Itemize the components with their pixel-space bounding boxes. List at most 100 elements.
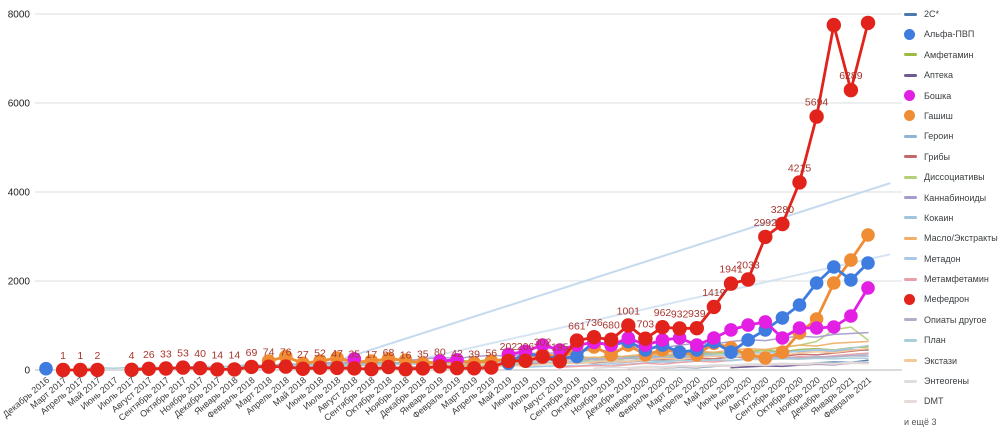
point-Гашиш-48[interactable] [861, 228, 875, 242]
point-Мефедрон-12[interactable] [244, 359, 259, 375]
point-Бошка-30[interactable] [553, 343, 567, 357]
point-Мефедрон-43[interactable] [775, 216, 790, 232]
point-Мефедрон-25[interactable] [466, 361, 482, 376]
point-Мефедрон-38[interactable] [689, 321, 704, 336]
point-Мефедрон-26[interactable] [484, 360, 499, 375]
point-Мефедрон-21[interactable] [398, 362, 413, 377]
point-Гашиш-46[interactable] [827, 276, 841, 290]
point-Мефедрон-29[interactable] [535, 349, 550, 364]
point-Бошка-47[interactable] [844, 309, 858, 323]
point-Мефедрон-37[interactable] [672, 321, 687, 336]
point-Мефедрон-44[interactable] [792, 175, 807, 190]
legend-item-Амфетамин[interactable]: Амфетамин [904, 49, 1000, 61]
point-Мефедрон-47[interactable] [843, 82, 859, 98]
point-Мефедрон-46[interactable] [826, 17, 841, 33]
point-Мефедрон-32[interactable] [586, 330, 602, 345]
point-Гашиш-47[interactable] [844, 253, 858, 267]
point-Мефедрон-18[interactable] [347, 361, 362, 376]
point-Мефедрон-6[interactable] [141, 361, 156, 376]
point-Гашиш-43[interactable] [775, 345, 790, 360]
point-Мефедрон-31[interactable] [569, 333, 585, 348]
point-Гашиш-14[interactable] [279, 349, 293, 364]
point-Альфа-ПВП-41[interactable] [741, 333, 755, 347]
point-Альфа-ПВП-47[interactable] [844, 273, 858, 287]
point-Мефедрон-33[interactable] [603, 332, 619, 347]
point-Бошка-36[interactable] [655, 333, 670, 347]
point-Мефедрон-10[interactable] [210, 362, 225, 377]
point-Мефедрон-3[interactable] [90, 362, 105, 378]
point-Бошка-44[interactable] [792, 321, 807, 335]
point-Альфа-ПВП-43[interactable] [775, 311, 790, 325]
point-Альфа-ПВП-0[interactable] [39, 361, 53, 376]
point-Мефедрон-34[interactable] [621, 318, 636, 333]
legend-item-DMT[interactable]: DMT [904, 395, 1000, 407]
point-Мефедрон-19[interactable] [364, 362, 379, 377]
legend-item-Аптека[interactable]: Аптека [904, 69, 1000, 81]
point-Мефедрон-36[interactable] [655, 320, 670, 335]
legend-item-Бошка[interactable]: Бошка [904, 90, 1000, 102]
legend-item-План[interactable]: План [904, 334, 1000, 346]
point-Гашиш-17[interactable] [330, 351, 344, 365]
point-Мефедрон-7[interactable] [158, 361, 174, 376]
point-Бошка-46[interactable] [827, 320, 841, 334]
point-Альфа-ПВП-31[interactable] [570, 349, 584, 364]
point-Бошка-38[interactable] [690, 338, 704, 352]
legend-item-Метадон[interactable]: Метадон [904, 253, 1000, 265]
legend-item-Каннабиноиды[interactable]: Каннабиноиды [904, 192, 1000, 204]
point-Мефедрон-2[interactable] [73, 362, 88, 378]
point-Бошка-34[interactable] [621, 331, 636, 345]
legend-item-Энтеогены[interactable]: Энтеогены [904, 375, 1000, 387]
point-Мефедрон-45[interactable] [809, 109, 824, 124]
point-Гашиш-42[interactable] [758, 351, 773, 365]
legend-item-Экстази[interactable]: Экстази [904, 355, 1000, 367]
point-Мефедрон-1[interactable] [55, 362, 71, 378]
point-Мефедрон-11[interactable] [227, 362, 242, 377]
legend-item-Масло/Экстракты[interactable]: Масло/Экстракты [904, 232, 1000, 244]
point-Мефедрон-27[interactable] [501, 353, 516, 369]
legend-item-Опиаты другое[interactable]: Опиаты другое [904, 314, 1000, 326]
point-Бошка-41[interactable] [741, 318, 755, 332]
point-Мефедрон-22[interactable] [415, 361, 430, 376]
point-Мефедрон-20[interactable] [381, 359, 396, 375]
point-Бошка-43[interactable] [775, 331, 790, 345]
point-Бошка-48[interactable] [861, 281, 875, 295]
legend-item-Альфа-ПВП[interactable]: Альфа-ПВП [904, 28, 1000, 40]
point-Мефедрон-24[interactable] [449, 360, 465, 376]
point-Мефедрон-8[interactable] [175, 360, 191, 375]
point-Мефедрон-42[interactable] [758, 229, 773, 245]
point-Мефедрон-15[interactable] [295, 361, 311, 376]
legend-item-Грибы[interactable]: Грибы [904, 151, 1000, 163]
point-Мефедрон-16[interactable] [312, 360, 328, 375]
point-Мефедрон-9[interactable] [192, 361, 208, 376]
legend-item-Мефедрон[interactable]: Мефедрон [904, 293, 1000, 305]
point-Мефедрон-17[interactable] [329, 360, 345, 376]
point-Мефедрон-48[interactable] [860, 15, 876, 31]
point-Альфа-ПВП-45[interactable] [809, 276, 824, 290]
point-Бошка-40[interactable] [724, 323, 738, 337]
legend-item-Героин[interactable]: Героин [904, 130, 1000, 142]
point-Мефедрон-5[interactable] [124, 362, 139, 377]
point-Мефедрон-23[interactable] [432, 359, 448, 374]
point-Мефедрон-28[interactable] [518, 353, 533, 368]
point-Альфа-ПВП-37[interactable] [672, 345, 687, 360]
legend-item-Диссоциативы[interactable]: Диссоциативы [904, 171, 1000, 183]
point-Мефедрон-30[interactable] [552, 354, 567, 369]
point-Альфа-ПВП-40[interactable] [724, 345, 738, 360]
point-Мефедрон-39[interactable] [706, 299, 722, 315]
legend-more[interactable]: и ещё 3 [904, 416, 1000, 428]
point-Мефедрон-40[interactable] [723, 276, 739, 291]
point-Мефедрон-35[interactable] [638, 331, 653, 346]
legend-item-Метамфетамин[interactable]: Метамфетамин [904, 273, 1000, 285]
point-Бошка-42[interactable] [758, 315, 773, 329]
point-Мефедрон-13[interactable] [261, 359, 276, 374]
legend-item-2C*[interactable]: 2C* [904, 8, 1000, 20]
point-Альфа-ПВП-44[interactable] [792, 298, 807, 312]
point-Гашиш-41[interactable] [741, 348, 755, 362]
point-Бошка-39[interactable] [707, 331, 721, 345]
point-Альфа-ПВП-48[interactable] [861, 256, 875, 270]
point-Мефедрон-14[interactable] [278, 359, 293, 374]
point-Гашиш-33[interactable] [604, 348, 618, 362]
legend-item-Гашиш[interactable]: Гашиш [904, 110, 1000, 122]
point-Бошка-45[interactable] [809, 321, 824, 335]
